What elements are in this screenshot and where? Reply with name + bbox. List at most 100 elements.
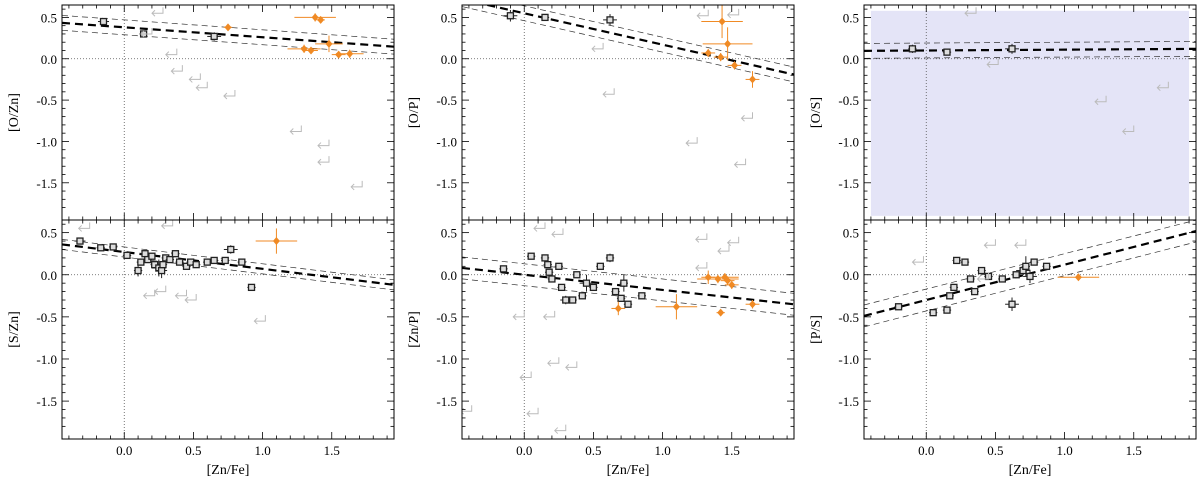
detection-point — [237, 258, 246, 266]
limit-arrow — [160, 220, 174, 230]
detection-point — [554, 262, 563, 270]
dla-point — [713, 52, 728, 62]
fit-line — [864, 47, 1196, 52]
limit-arrow — [717, 245, 730, 255]
fit-upper-bound — [519, 5, 794, 68]
detection-point — [960, 258, 970, 266]
detection-point — [589, 283, 598, 292]
limit-arrow — [542, 310, 556, 321]
detection-point — [499, 265, 508, 273]
detection-point — [1005, 297, 1019, 311]
limit-arrow — [554, 424, 567, 434]
y-tick-label: -0.5 — [36, 310, 57, 325]
dla-point — [335, 49, 364, 58]
limit-arrow — [911, 256, 924, 266]
fit-lower-bound — [864, 55, 1196, 59]
detection-point — [977, 266, 986, 275]
y-tick-label: -0.5 — [436, 310, 457, 325]
detection-point — [247, 283, 256, 292]
x-tick-label: 0.0 — [516, 443, 532, 458]
x-tick-label: 0.5 — [585, 443, 601, 458]
y-axis-label: [Zn/P] — [407, 311, 422, 348]
detection-point — [543, 260, 552, 269]
fit-upper-bound — [62, 239, 394, 281]
limit-arrow — [1156, 81, 1169, 92]
axes-frame — [61, 219, 395, 440]
detection-point — [109, 243, 118, 251]
detection-point — [579, 274, 594, 292]
limit-arrow — [964, 7, 977, 17]
plot-area — [62, 5, 394, 220]
limit-arrow — [602, 88, 615, 98]
detection-point — [133, 264, 143, 277]
y-tick-label: -0.5 — [838, 310, 859, 325]
limit-arrow — [170, 65, 183, 75]
y-tick-label: 0.0 — [843, 268, 859, 283]
dla-point — [611, 301, 626, 316]
fit-line — [62, 21, 394, 48]
detection-point — [210, 256, 219, 265]
fit-lower-bound — [462, 6, 794, 83]
detection-point — [527, 252, 536, 260]
detection-point — [623, 300, 633, 308]
y-axis-label: [S/Zn] — [7, 311, 22, 348]
dla-point — [1057, 273, 1100, 282]
limit-arrow — [174, 289, 187, 300]
fit-line — [482, 5, 794, 76]
detection-point — [568, 296, 577, 304]
detection-point — [158, 260, 168, 269]
dla-point — [315, 35, 343, 53]
fit-lower-bound — [62, 29, 394, 55]
detection-point — [952, 256, 961, 265]
limit-arrow — [512, 310, 525, 321]
dla-point — [701, 48, 716, 58]
limit-arrow — [519, 371, 532, 381]
x-tick-label: 1.5 — [724, 443, 740, 458]
detection-point — [578, 292, 587, 300]
y-tick-label: 0.0 — [41, 52, 57, 67]
y-axis-label: [O/S] — [809, 97, 824, 128]
dla-point — [716, 308, 725, 317]
detection-point — [894, 303, 903, 311]
x-tick-label: 1.0 — [1056, 443, 1072, 458]
limit-arrow — [77, 222, 91, 232]
y-tick-label: 0.0 — [441, 52, 457, 67]
detection-point — [221, 256, 230, 265]
detection-point — [1005, 43, 1019, 54]
limit-arrow — [223, 89, 236, 100]
limit-arrow — [547, 357, 560, 367]
limit-arrow — [726, 236, 740, 247]
limit-arrow — [188, 73, 201, 83]
detection-point — [619, 274, 628, 292]
detection-point — [207, 32, 222, 41]
limit-arrow — [986, 58, 999, 68]
y-tick-label: -1.0 — [36, 352, 57, 367]
detection-point — [596, 262, 605, 270]
detection-point — [945, 292, 954, 300]
detection-point — [637, 292, 646, 300]
dla-point — [724, 280, 739, 290]
limit-arrow — [289, 125, 302, 135]
detection-point — [1012, 271, 1021, 279]
limit-arrow — [1094, 95, 1107, 106]
fit-upper-bound — [462, 256, 794, 294]
limit-arrow — [317, 156, 330, 166]
detection-point — [966, 275, 975, 283]
y-tick-label: 0.5 — [41, 226, 57, 241]
dla-point — [304, 46, 318, 55]
dla-point — [727, 61, 742, 70]
detection-point — [74, 237, 86, 245]
shaded-region — [870, 10, 1190, 216]
detection-point — [1042, 262, 1051, 270]
fit-upper-bound — [864, 41, 1196, 44]
detection-point — [949, 283, 959, 292]
limit-arrow — [733, 158, 747, 168]
dla-point — [745, 300, 760, 309]
limit-arrow — [195, 81, 208, 92]
dla-point — [223, 23, 233, 32]
detection-point — [503, 9, 518, 22]
limit-arrow — [142, 289, 156, 300]
y-tick-label: 0.0 — [843, 52, 859, 67]
limit-arrow — [740, 112, 753, 122]
